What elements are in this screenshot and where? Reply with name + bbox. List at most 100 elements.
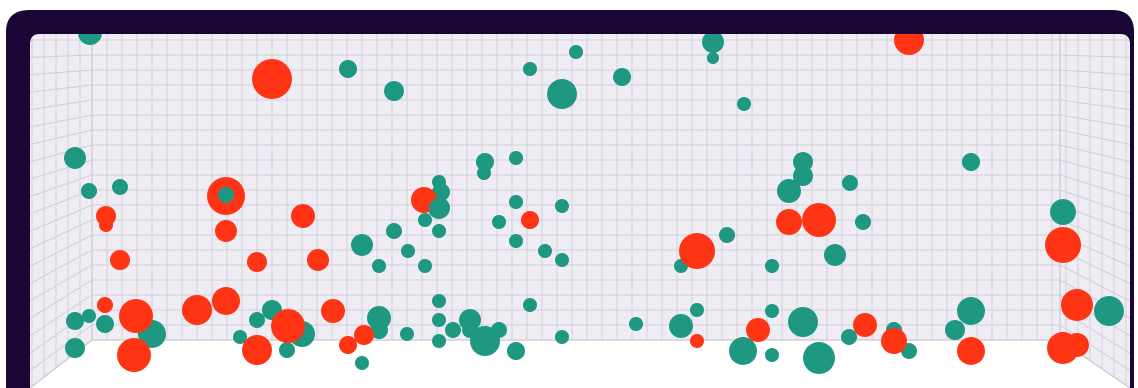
teal-ball	[777, 179, 801, 203]
teal-ball	[962, 153, 980, 171]
red-ball	[182, 295, 212, 325]
teal-ball	[555, 199, 569, 213]
teal-ball	[470, 326, 500, 356]
teal-ball	[432, 313, 446, 327]
teal-ball	[429, 198, 449, 218]
red-ball	[746, 318, 770, 342]
teal-ball	[690, 303, 704, 317]
teal-ball	[765, 348, 779, 362]
teal-ball	[492, 215, 506, 229]
teal-ball	[384, 81, 404, 101]
teal-ball	[788, 307, 818, 337]
red-ball	[307, 249, 329, 271]
teal-ball	[445, 322, 461, 338]
teal-ball	[233, 330, 247, 344]
red-ball	[354, 325, 374, 345]
teal-ball	[432, 294, 446, 308]
goal-ground	[30, 340, 1130, 388]
teal-ball	[372, 259, 386, 273]
teal-ball	[793, 152, 813, 172]
teal-ball	[613, 68, 631, 86]
red-ball	[242, 335, 272, 365]
red-ball	[212, 287, 240, 315]
red-ball	[853, 313, 877, 337]
teal-ball	[841, 329, 857, 345]
teal-ball	[555, 253, 569, 267]
teal-ball	[547, 79, 577, 109]
teal-ball	[400, 327, 414, 341]
red-ball	[291, 204, 315, 228]
teal-ball	[702, 34, 724, 53]
teal-ball	[81, 183, 97, 199]
teal-ball	[477, 166, 491, 180]
red-ball	[521, 211, 539, 229]
teal-ball	[793, 166, 813, 186]
teal-ball	[957, 297, 985, 325]
teal-ball	[569, 45, 583, 59]
goal-net-grid	[30, 34, 1130, 388]
teal-ball	[82, 309, 96, 323]
teal-ball	[629, 317, 643, 331]
teal-balls-group	[64, 34, 1124, 374]
teal-ball	[370, 321, 388, 339]
teal-ball	[523, 62, 537, 76]
red-ball	[321, 299, 345, 323]
red-ball	[1045, 227, 1081, 263]
teal-ball	[824, 244, 846, 266]
teal-ball	[507, 342, 525, 360]
teal-ball	[509, 234, 523, 248]
teal-ball	[1050, 199, 1076, 225]
red-ball	[97, 297, 113, 313]
teal-ball	[432, 224, 446, 238]
teal-ball	[476, 153, 494, 171]
teal-ball	[555, 330, 569, 344]
teal-ball	[64, 147, 86, 169]
red-ball	[957, 337, 985, 365]
teal-ball	[523, 298, 537, 312]
red-ball	[119, 299, 153, 333]
red-ball	[881, 328, 907, 354]
teal-ball	[65, 338, 85, 358]
teal-ball	[78, 34, 102, 45]
red-ball	[690, 334, 704, 348]
teal-ball	[386, 223, 402, 239]
red-ball	[339, 336, 357, 354]
teal-ball	[462, 322, 478, 338]
red-ball	[776, 209, 802, 235]
teal-ball	[855, 214, 871, 230]
teal-ball	[1094, 296, 1124, 326]
red-ball	[252, 59, 292, 99]
red-ball	[1065, 333, 1089, 357]
teal-ball	[355, 356, 369, 370]
teal-ball	[279, 342, 295, 358]
teal-ball	[707, 52, 719, 64]
teal-ball	[218, 187, 234, 203]
teal-ball	[729, 337, 757, 365]
teal-ball	[351, 234, 373, 256]
red-ball	[110, 250, 130, 270]
goal-net-background	[30, 34, 1130, 388]
teal-ball	[339, 60, 357, 78]
teal-ball	[96, 315, 114, 333]
teal-ball	[538, 244, 552, 258]
red-ball	[247, 252, 267, 272]
teal-ball	[509, 151, 523, 165]
teal-ball	[112, 179, 128, 195]
red-ball	[802, 203, 836, 237]
teal-ball	[842, 175, 858, 191]
red-balls-group	[96, 34, 1093, 372]
teal-ball	[401, 244, 415, 258]
red-ball	[117, 338, 151, 372]
teal-ball	[765, 304, 779, 318]
teal-ball	[432, 334, 446, 348]
red-ball	[271, 309, 305, 343]
teal-ball	[66, 312, 84, 330]
teal-ball	[945, 320, 965, 340]
teal-ball	[418, 213, 432, 227]
red-ball	[99, 218, 113, 232]
teal-ball	[803, 342, 835, 374]
red-ball	[894, 34, 924, 55]
teal-ball	[249, 312, 265, 328]
